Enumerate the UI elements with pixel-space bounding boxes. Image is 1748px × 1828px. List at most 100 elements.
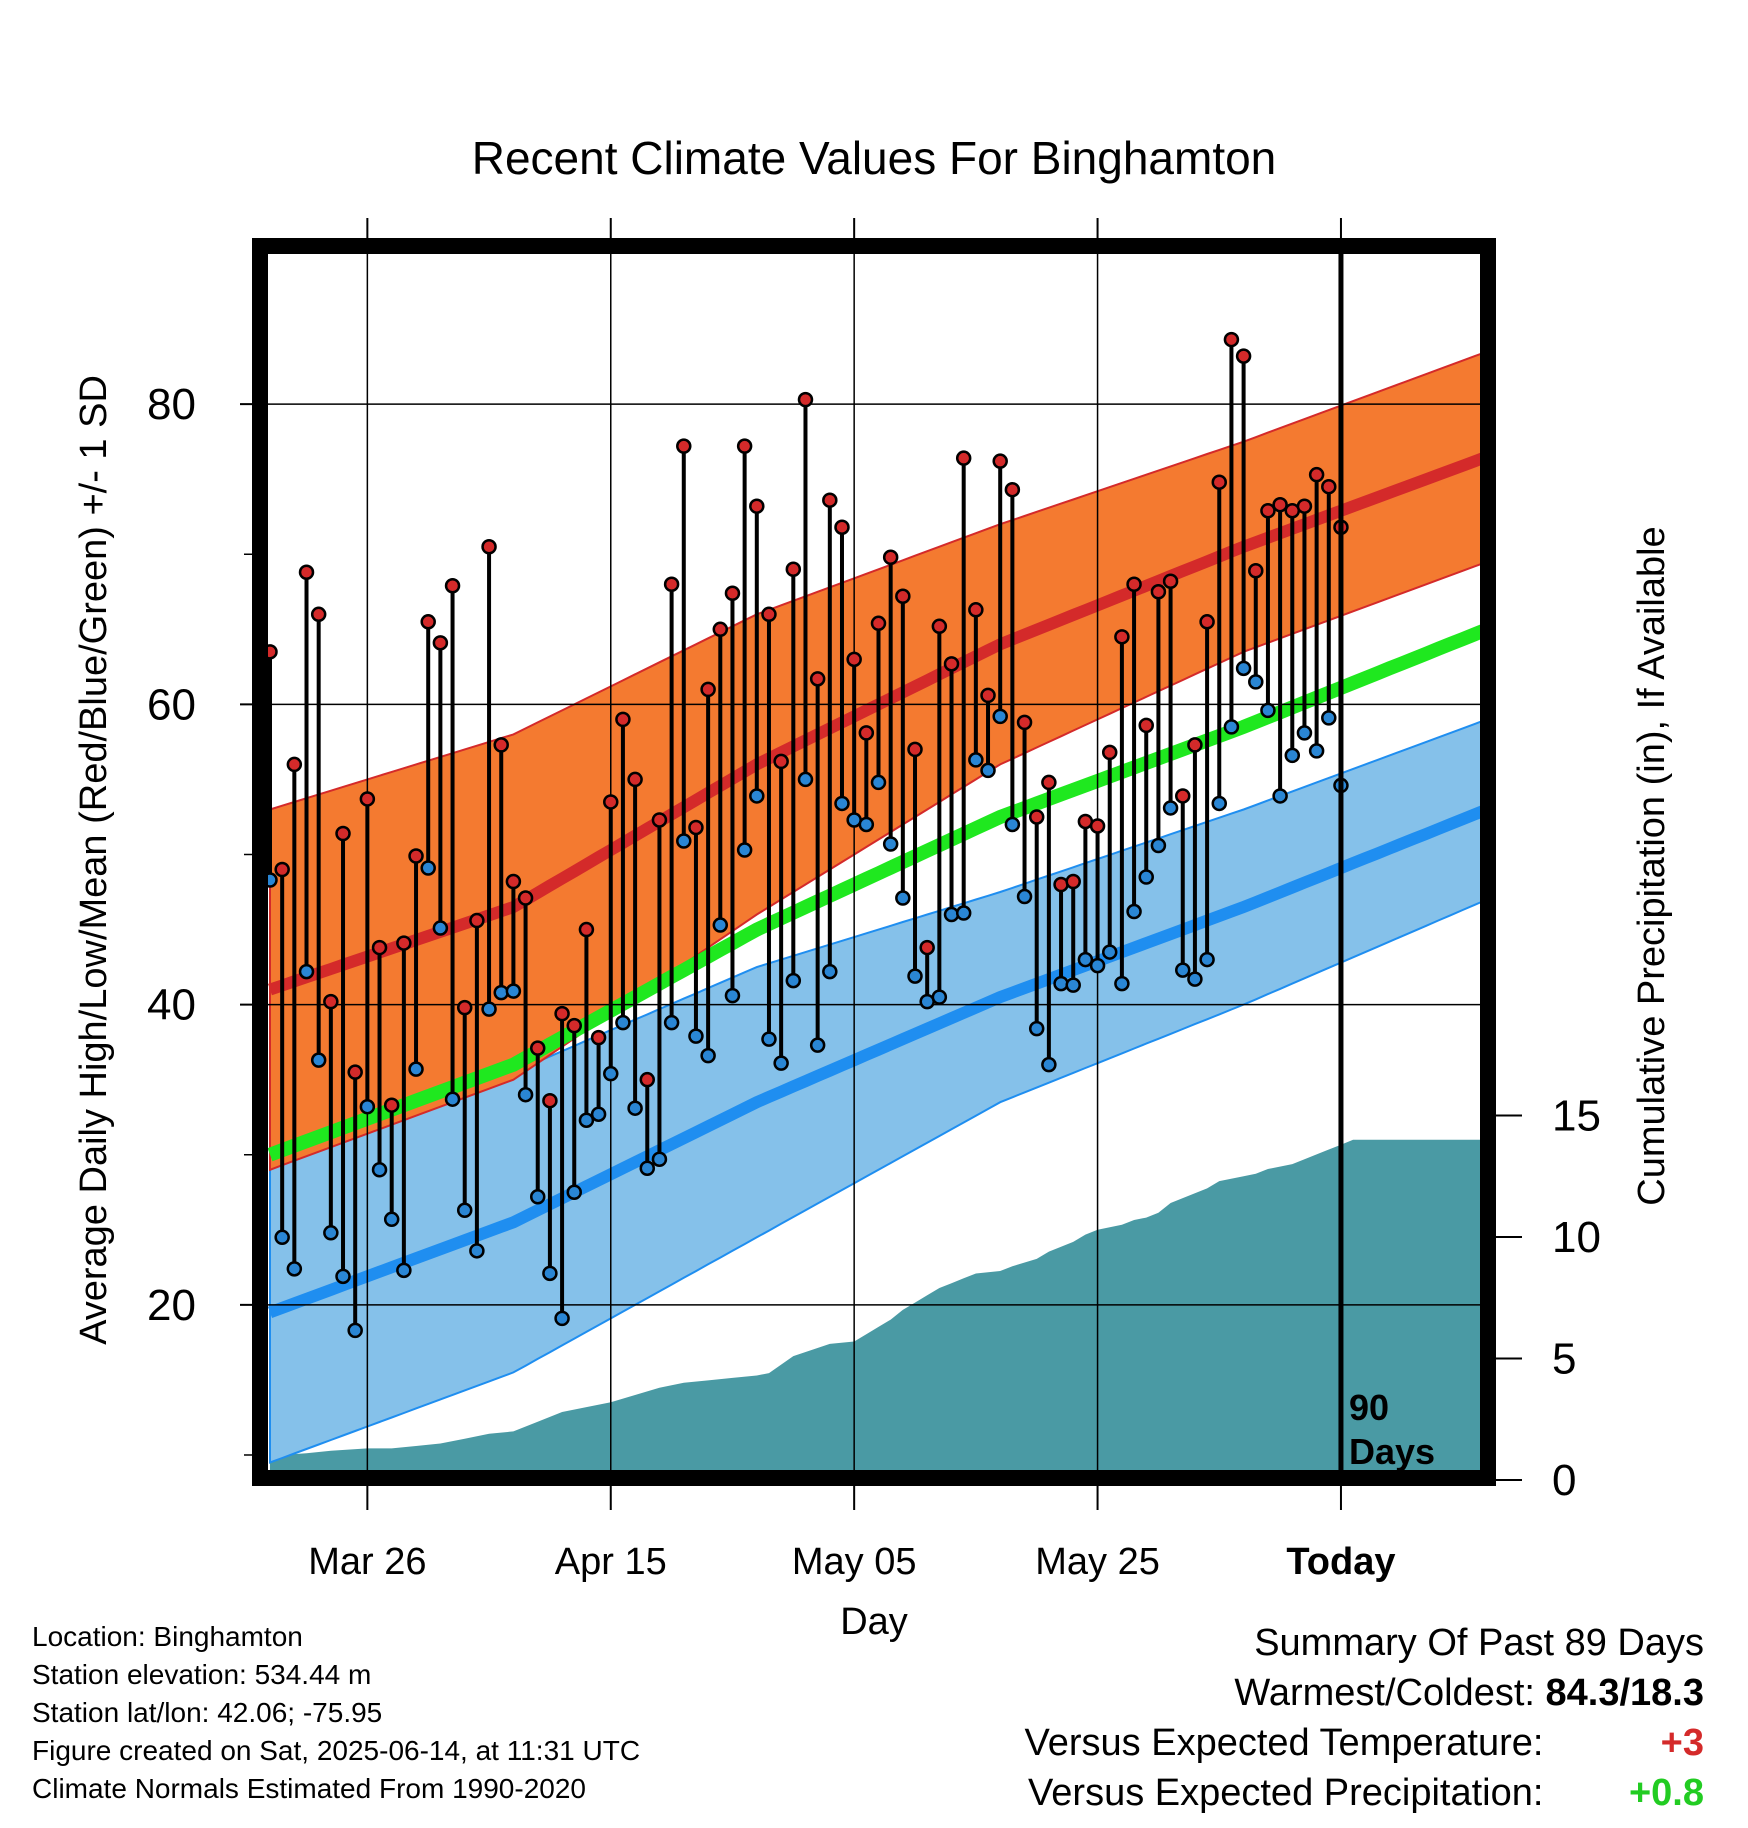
daily-high-point — [1053, 876, 1069, 893]
daily-low-point — [1101, 944, 1118, 960]
daily-low-point — [1065, 977, 1081, 993]
daily-low-point — [688, 1028, 704, 1044]
daily-low-point — [736, 842, 753, 858]
daily-low-point — [408, 1061, 424, 1077]
daily-high-point — [1138, 717, 1154, 734]
y-tick-label: 80 — [147, 380, 196, 429]
mean-normal-line — [268, 624, 1480, 1162]
daily-low-point — [298, 963, 315, 980]
daily-high-point — [310, 606, 327, 623]
x-tick-label: Today — [1286, 1541, 1395, 1583]
daily-low-point — [1199, 951, 1215, 968]
daily-low-point — [383, 1211, 400, 1228]
summary-panel: Summary Of Past 89 Days Warmest/Coldest:… — [1025, 1618, 1704, 1818]
daily-high-point — [1089, 818, 1106, 834]
daily-high-point — [736, 438, 753, 454]
daily-low-point — [992, 708, 1008, 725]
daily-high-point — [1260, 502, 1276, 519]
daily-high-point — [846, 651, 862, 668]
daily-high-point — [493, 737, 509, 753]
daily-high-point — [1235, 348, 1252, 364]
daily-low-point — [578, 1112, 595, 1128]
location-text: Location: Binghamton — [32, 1621, 303, 1652]
elevation-text: Station elevation: 534.44 m — [32, 1659, 372, 1690]
daily-high-point — [761, 606, 777, 623]
y-tick-label: 20 — [147, 1281, 196, 1330]
daily-low-point — [761, 1031, 777, 1047]
chart-title: Recent Climate Values For Binghamton — [472, 132, 1277, 184]
daily-low-point — [1089, 957, 1106, 974]
daily-high-point — [371, 939, 388, 956]
daily-low-point — [955, 905, 972, 921]
y2-tick-label: 15 — [1552, 1092, 1601, 1141]
daily-high-point — [590, 1029, 607, 1046]
low-sd-band — [269, 720, 1480, 1464]
daily-high-point — [615, 711, 631, 728]
daily-high-point — [651, 812, 668, 828]
daily-low-point — [785, 972, 802, 989]
daily-high-point — [724, 585, 741, 602]
daily-low-point — [444, 1091, 461, 1107]
daily-high-point — [1065, 873, 1081, 890]
daily-high-point — [298, 564, 315, 581]
daily-high-point — [444, 578, 461, 594]
daily-low-point — [1211, 795, 1228, 812]
daily-high-point — [688, 819, 704, 836]
daily-high-point — [408, 848, 424, 864]
daily-high-point — [895, 588, 911, 605]
daily-high-point — [834, 519, 850, 535]
daily-high-point — [396, 935, 412, 951]
daily-high-point — [1308, 466, 1325, 483]
daily-low-point — [469, 1243, 485, 1259]
daily-high-point — [554, 1005, 570, 1022]
daily-high-point — [456, 999, 473, 1016]
daily-high-point — [797, 391, 814, 408]
daily-low-point — [968, 752, 984, 768]
daily-low-point — [1235, 660, 1252, 677]
daily-high-point — [943, 656, 960, 672]
daily-high-point — [1028, 809, 1045, 825]
daily-low-point — [274, 1229, 290, 1246]
x-tick-label: May 05 — [792, 1541, 917, 1583]
daily-high-point — [676, 438, 692, 454]
daily-high-point — [907, 741, 923, 758]
y-tick-label: 60 — [147, 680, 196, 729]
daily-high-point — [1041, 774, 1057, 791]
daily-high-point — [1126, 576, 1142, 593]
daily-low-point — [615, 1014, 631, 1031]
daily-high-point — [700, 681, 716, 698]
daily-high-point — [268, 644, 278, 660]
warm-cold-row: Warmest/Coldest: 84.3/18.3 — [1025, 1668, 1704, 1718]
daily-low-point — [1162, 800, 1179, 816]
daily-low-point — [359, 1098, 376, 1115]
daily-low-point — [627, 1100, 643, 1116]
daily-high-point — [822, 492, 838, 508]
daily-low-point — [895, 890, 911, 906]
daily-high-point — [1211, 474, 1228, 490]
daily-low-point — [712, 917, 729, 933]
daily-high-point — [1248, 563, 1264, 579]
daily-low-point — [268, 872, 278, 888]
daily-high-point — [1114, 629, 1130, 645]
daily-high-point — [785, 561, 802, 578]
daily-high-point — [1272, 496, 1288, 513]
y-axis-label: Average Daily High/Low/Mean (Red/Blue/Gr… — [73, 375, 115, 1345]
created-text: Figure created on Sat, 2025-06-14, at 11… — [32, 1735, 641, 1766]
daily-low-point — [858, 816, 875, 833]
latlon-text: Station lat/lon: 42.06; -75.95 — [32, 1697, 383, 1728]
daily-low-point — [639, 1160, 656, 1177]
daily-low-point — [809, 1037, 826, 1053]
daily-high-point — [529, 1040, 546, 1056]
daily-high-point — [1101, 744, 1118, 761]
daily-high-point — [627, 771, 643, 788]
daily-low-point — [1308, 743, 1325, 759]
daily-high-point — [980, 687, 996, 704]
daily-low-point — [980, 762, 996, 779]
station-info: Location: Binghamton Station elevation: … — [32, 1618, 640, 1808]
daily-high-point — [1004, 481, 1021, 498]
daily-low-point — [1016, 888, 1033, 905]
x-axis-label: Day — [840, 1601, 908, 1643]
daily-low-point — [1114, 975, 1130, 992]
y2-tick-label: 10 — [1552, 1213, 1601, 1262]
